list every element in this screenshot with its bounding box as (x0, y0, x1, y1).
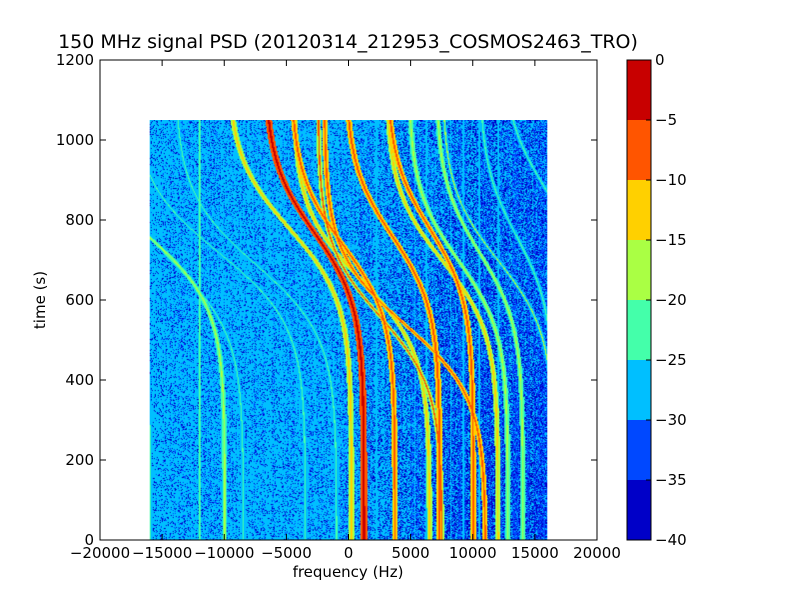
colorbar-tick-label: −15 (655, 231, 687, 249)
x-tick-label: −15000 (132, 544, 192, 562)
colorbar-band (627, 60, 651, 120)
y-axis-ticks: 0 200 400 600 800 1000 1200 (56, 51, 597, 549)
y-tick-label: 600 (65, 291, 94, 309)
colorbar-tick-label: −35 (655, 471, 687, 489)
colorbar-tick-label: −30 (655, 411, 687, 429)
x-tick-label: 20000 (573, 544, 621, 562)
y-tick-label: 1200 (56, 51, 94, 69)
spectrogram-image (149, 120, 548, 540)
colorbar-tick-label: −40 (655, 531, 687, 549)
colorbar-band (627, 300, 651, 360)
x-tick-label: 5000 (392, 544, 430, 562)
colorbar-band (627, 420, 651, 480)
x-axis-ticks: −20000 −15000 −10000 −5000 0 5000 10000 15000 20… (70, 60, 621, 562)
x-axis-label: frequency (Hz) (293, 563, 404, 581)
x-tick-label: −5000 (261, 544, 312, 562)
x-tick-label: 10000 (449, 544, 497, 562)
x-tick-label: −10000 (194, 544, 254, 562)
colorbar-tick-label: −10 (655, 171, 687, 189)
y-tick-label: 800 (65, 211, 94, 229)
colorbar-tick-label: −20 (655, 291, 687, 309)
colorbar-tick-label: −5 (655, 111, 677, 129)
y-tick-label: 400 (65, 371, 94, 389)
plot-area (99, 59, 598, 541)
colorbar-band (627, 120, 651, 180)
x-tick-label: −20000 (70, 544, 130, 562)
colorbar-band (627, 480, 651, 540)
colorbar: 0 −5 −10 −15 −20 −25 −30 −35 −40 (626, 51, 687, 549)
colorbar-band (627, 180, 651, 240)
x-tick-label: 0 (344, 544, 354, 562)
y-tick-label: 200 (65, 451, 94, 469)
x-tick-label: 15000 (511, 544, 559, 562)
colorbar-tick-label: 0 (655, 51, 665, 69)
colorbar-tick-label: −25 (655, 351, 687, 369)
y-axis-label: time (s) (31, 271, 49, 329)
chart-title: 150 MHz signal PSD (20120314_212953_COSM… (58, 31, 638, 53)
colorbar-band (627, 240, 651, 300)
y-tick-label: 0 (84, 531, 94, 549)
y-tick-label: 1000 (56, 131, 94, 149)
colorbar-band (627, 360, 651, 420)
